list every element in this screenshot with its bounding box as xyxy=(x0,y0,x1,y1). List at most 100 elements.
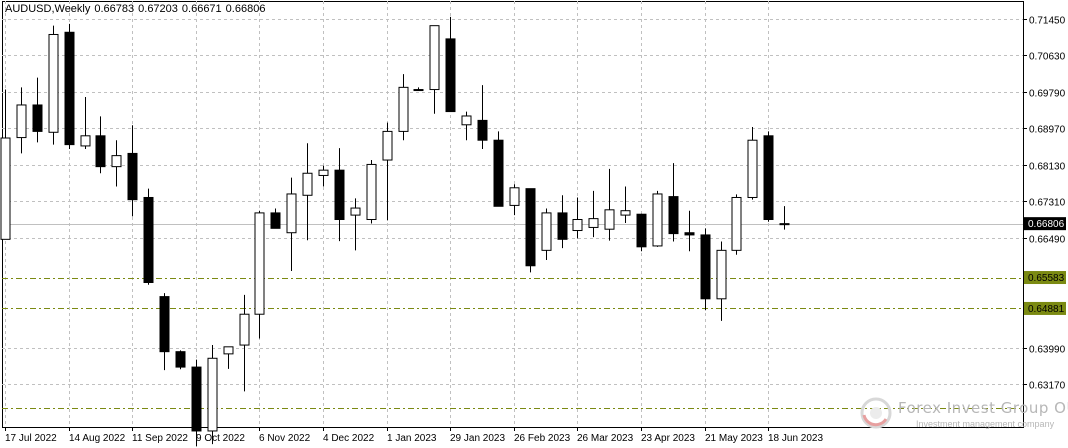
candle-body-bullish xyxy=(461,115,472,126)
support-level-label: 0.65583 xyxy=(1028,273,1065,284)
candle-body-bullish xyxy=(254,212,265,315)
candle[interactable] xyxy=(350,198,361,251)
candle-body-bullish xyxy=(652,193,663,247)
candle[interactable] xyxy=(604,168,615,241)
candle[interactable] xyxy=(223,346,234,369)
candle-body-bullish xyxy=(350,207,361,216)
candle[interactable] xyxy=(509,184,520,216)
plot-frame xyxy=(2,1,1024,428)
candle-body-bearish xyxy=(493,139,504,207)
x-tick-label: 9 Oct 2022 xyxy=(196,433,245,444)
candle-body-bullish xyxy=(80,135,91,147)
candle-body-bearish xyxy=(143,196,154,284)
candle[interactable] xyxy=(588,190,599,238)
candle-body-bearish xyxy=(64,31,75,146)
candle-body-bullish xyxy=(16,104,27,139)
x-tick-label: 14 Aug 2022 xyxy=(69,433,126,444)
current-price-tag xyxy=(1024,217,1066,231)
candle[interactable] xyxy=(620,186,631,224)
x-tick-label: 26 Mar 2023 xyxy=(577,433,634,444)
candle-body-bullish xyxy=(318,169,329,176)
candle[interactable] xyxy=(334,148,345,242)
candle[interactable] xyxy=(127,125,138,217)
candle[interactable] xyxy=(461,111,472,141)
x-tick-label: 6 Nov 2022 xyxy=(259,433,311,444)
candle[interactable] xyxy=(747,126,758,200)
candle[interactable] xyxy=(668,163,679,242)
candle[interactable] xyxy=(572,197,583,239)
candle-body-bullish xyxy=(239,313,250,346)
x-tick-label: 1 Jan 2023 xyxy=(387,433,437,444)
candle-body-bearish xyxy=(763,135,774,221)
candle[interactable] xyxy=(175,350,186,370)
candle[interactable] xyxy=(398,74,409,141)
candle[interactable] xyxy=(684,210,695,252)
candle[interactable] xyxy=(636,213,647,252)
candle[interactable] xyxy=(48,25,59,145)
candle[interactable] xyxy=(159,293,170,371)
candle[interactable] xyxy=(525,188,536,273)
candle[interactable] xyxy=(207,345,218,445)
candle[interactable] xyxy=(413,87,424,92)
candle[interactable] xyxy=(652,190,663,247)
candle[interactable] xyxy=(493,131,504,207)
candle-body-bearish xyxy=(127,152,138,201)
candle-body-bullish xyxy=(207,357,218,432)
candle[interactable] xyxy=(95,116,106,174)
candle[interactable] xyxy=(143,188,154,285)
low-value: 0.66671 xyxy=(181,3,222,15)
y-tick-label: 0.70630 xyxy=(1029,52,1066,63)
candle[interactable] xyxy=(541,208,552,261)
candle[interactable] xyxy=(302,143,313,241)
candle-body-bullish xyxy=(48,33,59,133)
candle[interactable] xyxy=(32,77,43,143)
candle[interactable] xyxy=(0,89,11,240)
candle[interactable] xyxy=(731,194,742,255)
open-value: 0.66783 xyxy=(94,3,135,15)
candle[interactable] xyxy=(477,85,488,150)
y-tick-label: 0.67310 xyxy=(1029,198,1066,209)
candle[interactable] xyxy=(700,228,711,311)
company-logo-icon xyxy=(860,397,892,429)
candle[interactable] xyxy=(429,25,440,114)
x-tick-label: 23 Apr 2023 xyxy=(641,433,695,444)
chart-header: AUDUSD,Weekly 0.66783 0.67203 0.66671 0.6680… xyxy=(5,3,269,15)
high-value: 0.67203 xyxy=(138,3,178,15)
x-tick-label: 21 May 2023 xyxy=(705,433,763,444)
candle-body-bearish xyxy=(525,188,536,267)
candle[interactable] xyxy=(366,160,377,224)
candle[interactable] xyxy=(64,23,75,150)
candle[interactable] xyxy=(716,241,727,321)
x-tick-label: 17 Jul 2022 xyxy=(5,433,57,444)
candle[interactable] xyxy=(557,195,568,249)
candle[interactable] xyxy=(80,97,91,150)
candle-body-bearish xyxy=(95,135,106,168)
candle[interactable] xyxy=(286,177,297,272)
candle[interactable] xyxy=(445,16,456,113)
candle-body-bearish xyxy=(700,234,711,300)
candle[interactable] xyxy=(382,122,393,221)
x-tick-label: 11 Sep 2022 xyxy=(132,433,188,444)
y-tick-label: 0.69790 xyxy=(1029,89,1066,100)
candle[interactable] xyxy=(111,140,122,187)
candle[interactable] xyxy=(254,210,265,339)
candle-body-bullish xyxy=(572,219,583,232)
candle[interactable] xyxy=(318,165,329,187)
candle[interactable] xyxy=(763,131,774,222)
close-value: 0.66806 xyxy=(225,3,266,15)
candle[interactable] xyxy=(239,294,250,392)
candle-body-bullish xyxy=(747,139,758,198)
y-tick-label: 0.63990 xyxy=(1029,345,1066,356)
watermark-name: Forex Invest Group OU xyxy=(898,399,1068,417)
candle[interactable] xyxy=(270,208,281,229)
candle-body-bullish xyxy=(366,163,377,221)
x-tick-label: 18 Jun 2023 xyxy=(768,433,823,444)
candle-body-bullish xyxy=(541,212,552,251)
candle[interactable] xyxy=(779,206,790,230)
y-tick-label: 0.66490 xyxy=(1029,235,1066,246)
candle[interactable] xyxy=(16,87,27,154)
candle-body-bullish xyxy=(620,210,631,216)
candle-body-bearish xyxy=(32,104,43,132)
